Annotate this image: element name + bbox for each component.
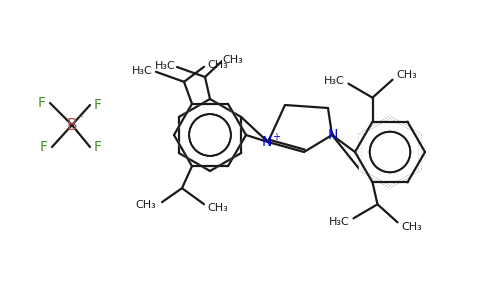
Text: H₃C: H₃C <box>324 76 345 86</box>
Text: CH₃: CH₃ <box>208 203 228 213</box>
Text: N: N <box>328 128 338 142</box>
Text: B: B <box>67 118 77 133</box>
Text: F: F <box>94 98 102 112</box>
Text: H₃C: H₃C <box>154 61 175 71</box>
Text: CH₃: CH₃ <box>401 222 422 232</box>
Text: CH₃: CH₃ <box>396 70 417 80</box>
Text: CH₃: CH₃ <box>223 55 243 65</box>
Text: H₃C: H₃C <box>132 66 152 76</box>
Text: +: + <box>272 132 280 142</box>
Text: H₃C: H₃C <box>329 217 350 227</box>
Text: CH₃: CH₃ <box>136 200 156 210</box>
Text: F: F <box>94 140 102 154</box>
Text: F: F <box>40 140 48 154</box>
Text: N: N <box>262 135 272 149</box>
Text: ⁻: ⁻ <box>77 114 83 124</box>
Text: F: F <box>38 96 46 110</box>
Text: CH₃: CH₃ <box>208 60 228 70</box>
